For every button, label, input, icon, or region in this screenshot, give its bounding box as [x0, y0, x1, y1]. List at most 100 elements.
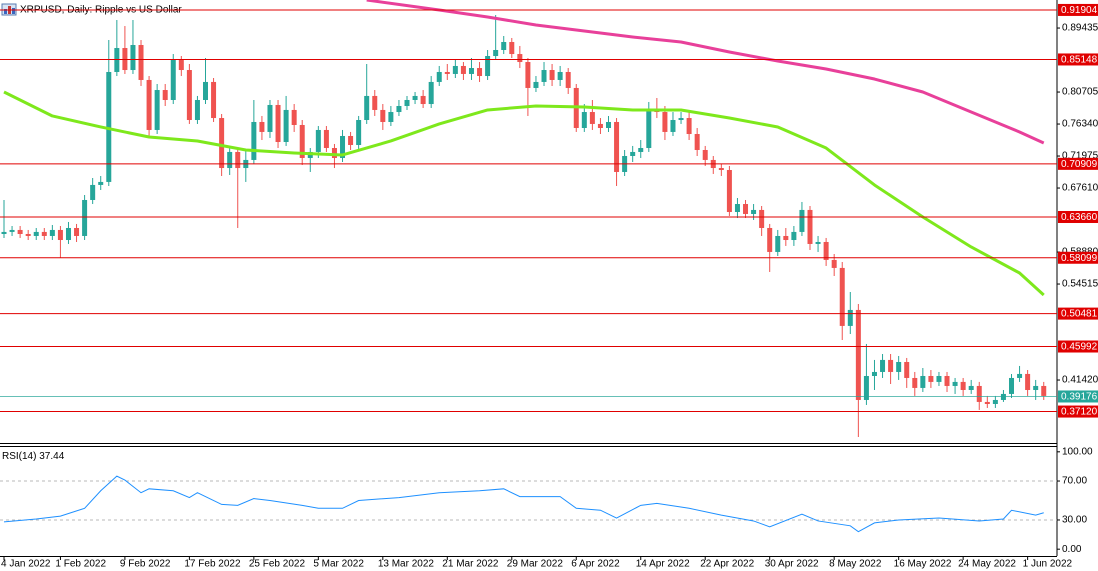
y-tick-label: 0.71975	[1062, 151, 1098, 162]
candle-body	[815, 241, 821, 244]
x-tick-label: 24 May 2022	[958, 559, 1016, 570]
candle-body	[154, 90, 160, 130]
candle-body	[219, 118, 225, 169]
level-label-box	[1058, 53, 1098, 66]
candle-body	[847, 309, 853, 326]
rsi-y-tick-label: 70.00	[1062, 476, 1087, 487]
rsi-line	[3, 475, 1044, 533]
candle-body	[90, 184, 96, 200]
candle-body	[751, 209, 757, 214]
candle-body	[178, 59, 184, 71]
x-tick-label: 1 Jun 2022	[1023, 559, 1073, 570]
x-tick-label: 13 Mar 2022	[378, 559, 435, 570]
candle-body	[380, 109, 386, 122]
rsi-y-tick-label: 100.00	[1062, 446, 1093, 457]
candle-body	[444, 71, 450, 74]
candle-body	[106, 71, 112, 182]
candle-body	[138, 45, 144, 80]
candle-body	[493, 49, 499, 57]
level-label: 0.45992	[1061, 342, 1098, 353]
x-tick-label: 6 Apr 2022	[571, 559, 620, 570]
candle-body	[589, 112, 595, 124]
candle-body	[783, 235, 789, 241]
candle-body	[267, 104, 273, 132]
moving-average-line	[3, 90, 1045, 297]
candle-body	[525, 62, 531, 88]
candle-body	[485, 56, 491, 77]
x-tick-label: 8 May 2022	[829, 559, 882, 570]
x-tick-label: 16 May 2022	[894, 559, 952, 570]
candle-body	[565, 71, 571, 88]
candle-body	[517, 54, 523, 63]
level-label-box	[1058, 157, 1098, 170]
x-tick-label: 21 Mar 2022	[442, 559, 499, 570]
y-tick-label: 0.41420	[1062, 375, 1098, 386]
candle-body	[509, 42, 515, 55]
candle-body	[428, 81, 434, 105]
candle-body	[323, 129, 329, 149]
candle-body	[436, 71, 442, 82]
candle-body	[146, 79, 152, 130]
candle-body	[82, 199, 88, 236]
candle-body	[275, 104, 281, 142]
candle-body	[541, 70, 547, 82]
candle-body	[936, 375, 942, 382]
candle-body	[557, 71, 563, 80]
level-label-box	[1058, 405, 1098, 418]
level-label-box	[1058, 251, 1098, 264]
candle-body	[718, 168, 724, 171]
x-tick-label: 14 Apr 2022	[636, 559, 690, 570]
candle-body	[928, 375, 934, 382]
candle-body	[976, 385, 982, 402]
level-label: 0.85148	[1061, 55, 1098, 66]
candle-body	[1041, 385, 1047, 396]
candle-body	[630, 151, 636, 156]
level-label-box	[1058, 210, 1098, 223]
candle-body	[1033, 385, 1039, 390]
candle-body	[388, 112, 394, 122]
candle-body	[211, 81, 217, 119]
candle-body	[533, 81, 539, 88]
candle-body	[743, 204, 749, 214]
candle-body	[331, 148, 337, 158]
candle-body	[968, 385, 974, 390]
candle-body	[984, 401, 990, 405]
x-tick-label: 22 Apr 2022	[700, 559, 754, 570]
candle-body	[41, 231, 47, 236]
candle-body	[9, 229, 15, 232]
candle-body	[468, 68, 474, 74]
candle-body	[799, 209, 805, 232]
candle-body	[775, 235, 781, 252]
candle-body	[888, 359, 894, 372]
candle-body	[477, 68, 483, 77]
candle-body	[880, 359, 886, 372]
level-label-box	[1058, 307, 1098, 320]
candle-body	[348, 135, 354, 146]
candle-body	[17, 229, 23, 234]
rsi-y-tick-label: 30.00	[1062, 515, 1087, 526]
candle-body	[25, 233, 31, 236]
candle-body	[734, 204, 740, 213]
candle-body	[404, 99, 410, 107]
candle-body	[581, 112, 587, 128]
candle-body	[960, 381, 966, 390]
y-tick-label: 0.67610	[1062, 183, 1098, 194]
x-tick-label: 25 Feb 2022	[249, 559, 306, 570]
x-tick-label: 9 Feb 2022	[120, 559, 171, 570]
candle-body	[896, 361, 902, 372]
level-label: 0.70909	[1061, 159, 1098, 170]
candle-body	[372, 95, 378, 110]
candle-body	[49, 229, 55, 236]
level-label: 0.50481	[1061, 309, 1098, 320]
candle-body	[863, 375, 869, 400]
candle-body	[460, 65, 466, 74]
level-label-box	[1058, 3, 1098, 16]
y-tick-label: 0.54515	[1062, 279, 1098, 290]
candle-body	[912, 377, 918, 388]
candle-body	[57, 229, 63, 241]
candle-body	[98, 181, 104, 185]
candle-body	[251, 121, 257, 160]
y-tick-label: 0.80705	[1062, 87, 1098, 98]
